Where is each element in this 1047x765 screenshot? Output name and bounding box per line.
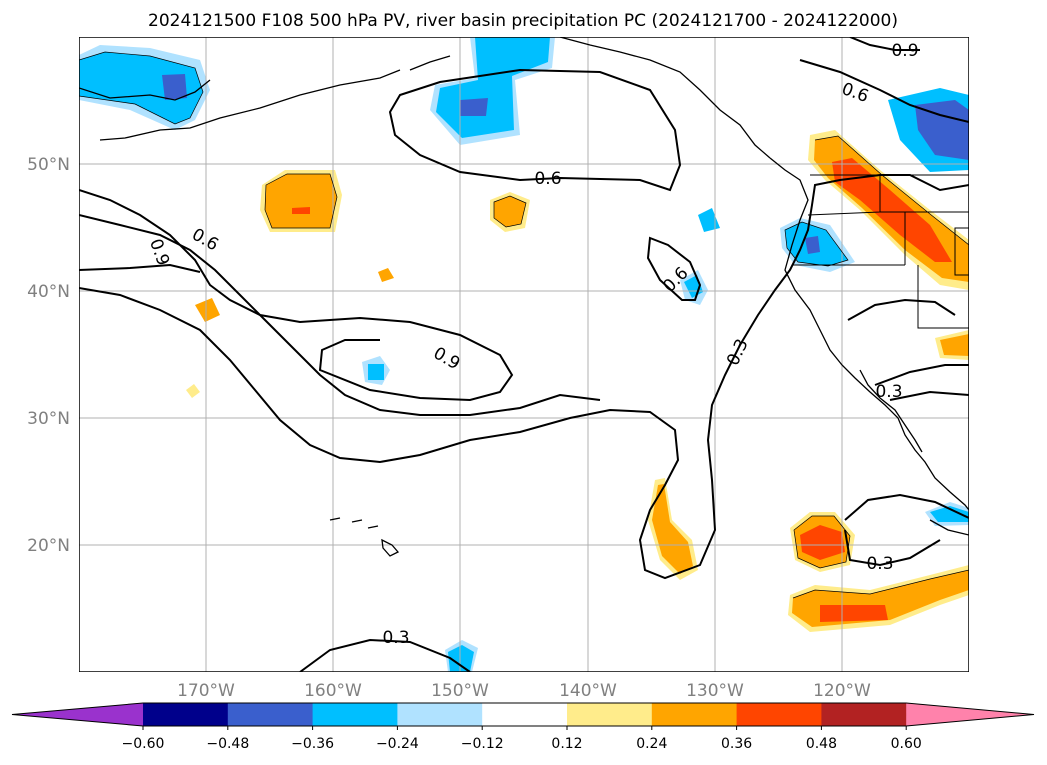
colorbar-segment: [143, 703, 229, 726]
pos-anomaly-core: [832, 158, 952, 262]
pv-contour-loop-130W: [646, 236, 702, 301]
lat-label: 50°N: [27, 155, 70, 175]
shade-outline: [793, 515, 851, 569]
pos-anomaly-region: [652, 484, 693, 574]
coastlines: [79, 37, 969, 557]
lon-label: 150°W: [431, 681, 489, 701]
pos-anomaly-core: [800, 525, 845, 560]
shade-outline: [814, 135, 969, 246]
pv-contour-06-west: [79, 214, 601, 416]
colorbar-tick-label: −0.36: [291, 736, 334, 752]
colorbar-segment: [567, 703, 653, 726]
pos-anomaly-core: [820, 605, 888, 622]
alaska-coast: [79, 55, 451, 141]
pv-contour-06-north: [388, 68, 682, 192]
lon-label: 160°W: [304, 681, 362, 701]
colorbar-segment: [312, 703, 398, 726]
map-area: 0.9 0.6 0.9 0.6 0.6 0.9 0.6 0.3 0.3 0.3 …: [79, 37, 969, 672]
baja-peninsula: [859, 369, 923, 453]
pv-contour-03-south: [844, 493, 969, 567]
pv-contour-03-main: [79, 174, 969, 580]
colorbar-tick-label: 0.36: [721, 736, 752, 752]
colorbar-tick-label: 0.24: [636, 736, 667, 752]
contour-label: 0.6: [534, 169, 561, 189]
pv-contour-03-mexico: [847, 298, 969, 401]
pv-contour-inner: [79, 263, 201, 273]
neg-anomaly-region: [448, 645, 474, 672]
neg-anomaly-core: [805, 236, 820, 254]
lon-label: 170°W: [177, 681, 235, 701]
colorbar-tick-label: −0.48: [206, 736, 249, 752]
colorbar-segment: [736, 703, 822, 726]
pos-anomaly-region: [195, 298, 220, 322]
colorbar-segment: [227, 703, 314, 726]
lat-label: 40°N: [27, 282, 70, 302]
shade-outline: [264, 173, 338, 229]
neg-anomaly-core: [162, 74, 187, 100]
colorbar-segment: [397, 703, 483, 726]
hawaii-islands: [329, 517, 400, 557]
contour-label: 0.3: [875, 382, 902, 402]
neg-anomaly-region: [79, 52, 203, 124]
lon-label: 120°W: [813, 681, 871, 701]
shade-outline: [79, 51, 204, 125]
neg-anomaly-region: [930, 506, 969, 522]
pos-anomaly-region: [494, 196, 526, 227]
neg-anomaly-core: [915, 100, 969, 160]
shade-outline: [792, 569, 969, 599]
pv-contour-06-right: [799, 59, 969, 123]
colorbar-segment: [821, 703, 907, 726]
colorbar-tick-label: −0.60: [122, 736, 165, 752]
lat-label: 20°N: [27, 536, 70, 556]
colorbar-extend-low: [12, 703, 143, 726]
neg-anomaly-core: [460, 98, 488, 116]
lat-label: 30°N: [27, 409, 70, 429]
contour-label: 0.9: [891, 41, 918, 61]
contour-label: 0.3: [382, 628, 409, 648]
contour-label: 0.3: [866, 554, 893, 574]
colorbar-tick-label: −0.12: [461, 736, 504, 752]
colorbar: −0.60 −0.48 −0.36 −0.24 −0.12 0.12 0.24 0.36 0.4…: [11, 702, 1035, 752]
colorbar-tick-label: −0.24: [376, 736, 419, 752]
north-america-coast: [769, 157, 969, 511]
shade-outline: [784, 221, 849, 267]
pv-contour-03-bottom: [299, 638, 471, 672]
neg-anomaly-core: [368, 364, 384, 380]
pv-contour-09-west: [79, 189, 514, 402]
gridlines: [79, 37, 969, 672]
shade-outline: [493, 195, 527, 228]
colorbar-tick-label: 0.48: [806, 736, 837, 752]
figure-title: 2024121500 F108 500 hPa PV, river basin …: [148, 11, 898, 31]
lon-labels: 170°W 160°W 150°W 140°W 130°W 120°W: [177, 681, 871, 701]
mexico-coast: [929, 519, 969, 536]
pos-anomaly-core: [292, 207, 310, 214]
colorbar-tick-label: 0.60: [891, 736, 922, 752]
colorbar-segment: [651, 703, 738, 726]
colorbar-segment: [482, 703, 568, 726]
lat-labels: 50°N 40°N 30°N 20°N: [27, 155, 70, 556]
pos-anomaly-region: [378, 268, 394, 282]
pos-anomaly-region: [265, 174, 337, 228]
colorbar-tick-label: 0.12: [551, 736, 582, 752]
lon-label: 140°W: [559, 681, 617, 701]
pos-anomaly-region: [186, 384, 200, 398]
shade-outlines: [79, 51, 969, 599]
pv-contour-09-top: [849, 37, 920, 51]
alaska-panhandle-coast: [559, 37, 771, 159]
pos-anomaly-region: [940, 334, 969, 356]
lon-label: 130°W: [686, 681, 744, 701]
colorbar-extend-high: [906, 703, 1034, 726]
pv-contours: [79, 37, 969, 672]
precip-shading: [79, 37, 969, 672]
